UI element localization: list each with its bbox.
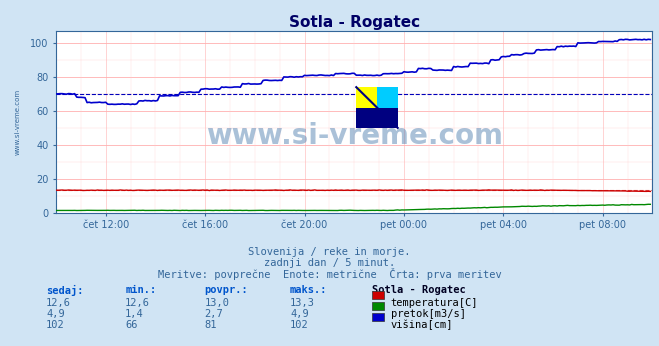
- Bar: [377, 87, 397, 108]
- Bar: [357, 108, 377, 128]
- Text: 12,6: 12,6: [46, 298, 71, 308]
- Text: 102: 102: [290, 320, 308, 330]
- Text: 102: 102: [46, 320, 65, 330]
- Text: Slovenija / reke in morje.: Slovenija / reke in morje.: [248, 247, 411, 257]
- Text: www.si-vreme.com: www.si-vreme.com: [206, 122, 503, 151]
- Text: temperatura[C]: temperatura[C]: [391, 298, 478, 308]
- Text: min.:: min.:: [125, 285, 156, 295]
- Text: maks.:: maks.:: [290, 285, 328, 295]
- Text: 12,6: 12,6: [125, 298, 150, 308]
- Text: 1,4: 1,4: [125, 309, 144, 319]
- Text: 2,7: 2,7: [204, 309, 223, 319]
- Text: sedaj:: sedaj:: [46, 285, 84, 297]
- Text: 66: 66: [125, 320, 138, 330]
- Text: 81: 81: [204, 320, 217, 330]
- Text: pretok[m3/s]: pretok[m3/s]: [391, 309, 466, 319]
- Text: 13,0: 13,0: [204, 298, 229, 308]
- Text: Meritve: povprečne  Enote: metrične  Črta: prva meritev: Meritve: povprečne Enote: metrične Črta:…: [158, 268, 501, 280]
- Text: Sotla - Rogatec: Sotla - Rogatec: [372, 285, 466, 295]
- Text: višina[cm]: višina[cm]: [391, 320, 453, 330]
- Title: Sotla - Rogatec: Sotla - Rogatec: [289, 15, 420, 30]
- Bar: [377, 108, 397, 128]
- Bar: [357, 87, 377, 108]
- Text: povpr.:: povpr.:: [204, 285, 248, 295]
- Text: 4,9: 4,9: [290, 309, 308, 319]
- Text: www.si-vreme.com: www.si-vreme.com: [14, 89, 20, 155]
- Text: zadnji dan / 5 minut.: zadnji dan / 5 minut.: [264, 258, 395, 268]
- Text: 13,3: 13,3: [290, 298, 315, 308]
- Text: 4,9: 4,9: [46, 309, 65, 319]
